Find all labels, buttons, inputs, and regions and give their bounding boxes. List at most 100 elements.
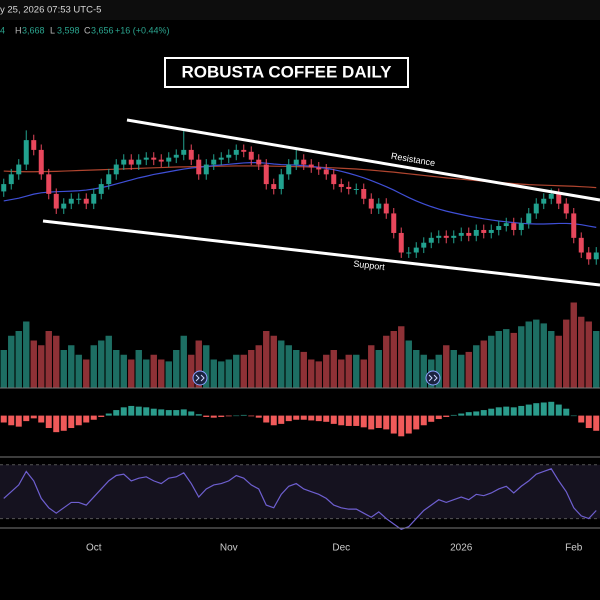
macd-bar — [105, 413, 112, 416]
candle-body — [518, 223, 524, 230]
event-marker[interactable] — [425, 370, 441, 386]
macd-bar — [195, 414, 202, 416]
x-tick-label: Feb — [565, 543, 583, 554]
volume-bar — [413, 350, 420, 388]
candle-body — [83, 198, 89, 204]
volume-bar — [360, 359, 367, 388]
macd-bar — [563, 408, 570, 416]
volume-bar — [75, 354, 82, 388]
macd-bar — [345, 415, 352, 426]
event-marker[interactable] — [192, 370, 208, 386]
candle-body — [188, 149, 194, 160]
volume-bar — [555, 335, 562, 388]
candle-body — [121, 159, 127, 165]
volume-bar — [405, 340, 412, 388]
candle-body — [496, 226, 502, 230]
macd-bar — [60, 415, 67, 431]
volume-bar — [533, 319, 540, 388]
volume-bar — [368, 345, 375, 388]
candle-body — [16, 164, 22, 175]
header-ohlc: 4 H 3,668 L 3,598 C 3,656 +16 (+0.44%) — [0, 25, 170, 35]
volume-bar — [480, 340, 487, 388]
macd-bar — [75, 415, 82, 426]
macd-bar — [113, 410, 120, 416]
macd-bar — [450, 414, 457, 416]
candle-body — [31, 140, 37, 150]
volume-bar — [53, 335, 60, 388]
volume-bar — [270, 335, 277, 388]
volume-bar — [68, 345, 75, 388]
volume-bar — [330, 350, 337, 388]
plot-area: Oct Nov Dec 2026 Feb — [0, 130, 600, 554]
candle-body — [421, 242, 427, 248]
macd-bar — [240, 414, 247, 416]
volume-bar — [158, 359, 165, 388]
macd-bar — [330, 415, 337, 424]
candle-body — [38, 149, 44, 175]
macd-bar — [533, 403, 540, 416]
volume-bar — [278, 340, 285, 388]
candle-body — [586, 252, 592, 260]
volume-bar — [165, 361, 172, 388]
candle-body — [218, 157, 224, 160]
candle-body — [331, 174, 337, 185]
macd-bar — [128, 405, 135, 416]
macd-bar — [488, 408, 495, 416]
header-high: 3,668 — [22, 25, 45, 35]
candle-body — [563, 203, 569, 214]
macd-bar — [390, 415, 397, 434]
volume-bar — [323, 354, 330, 388]
macd-bar — [135, 406, 142, 416]
macd-bar — [15, 415, 22, 427]
candle-body — [436, 235, 442, 238]
volume-bar — [105, 335, 112, 388]
candle-body — [181, 149, 187, 155]
volume-bar — [315, 361, 322, 388]
volume-bar — [128, 359, 135, 388]
volume-bar — [98, 340, 105, 388]
candle-body — [376, 203, 382, 209]
candle-body — [593, 252, 599, 260]
header-key: C — [84, 25, 91, 35]
header-open: 4 — [0, 25, 5, 35]
macd-bar — [375, 415, 382, 429]
volume-bar — [518, 326, 525, 388]
volume-bar — [495, 331, 502, 388]
volume-bar — [540, 323, 547, 388]
resistance-line — [126, 118, 600, 202]
macd-bar — [150, 408, 157, 416]
volume-bar — [510, 332, 517, 388]
macd-bar — [368, 415, 375, 430]
volume-bar — [435, 354, 442, 388]
macd-bar — [525, 404, 532, 416]
candle-body — [106, 174, 112, 185]
volume-bar — [473, 345, 480, 388]
candle-body — [398, 232, 404, 253]
candle-body — [278, 174, 284, 189]
volume-bar — [23, 321, 30, 388]
macd-bar — [443, 415, 450, 417]
candle-body — [556, 193, 562, 204]
volume-bar — [240, 354, 247, 388]
macd-bar — [98, 415, 105, 417]
candle-body — [346, 186, 352, 189]
volume-bar — [203, 345, 210, 388]
volume-bar — [210, 359, 217, 388]
title-box — [164, 57, 409, 88]
candle-body — [406, 252, 412, 254]
volume-bar — [233, 354, 240, 388]
candle-body — [383, 203, 389, 214]
volume-bar — [30, 340, 37, 388]
macd-bar — [473, 411, 480, 416]
macd-bar — [30, 415, 37, 419]
candle-body — [173, 154, 179, 158]
volume-bar — [308, 359, 315, 388]
volume-bar — [525, 321, 532, 388]
candle-body — [53, 193, 59, 209]
volume-bar — [420, 354, 427, 388]
x-tick-label: 2026 — [450, 543, 473, 554]
macd-bar — [548, 401, 555, 416]
macd-bar — [8, 415, 15, 426]
volume-bar — [143, 359, 150, 388]
header-low: 3,598 — [57, 25, 80, 35]
